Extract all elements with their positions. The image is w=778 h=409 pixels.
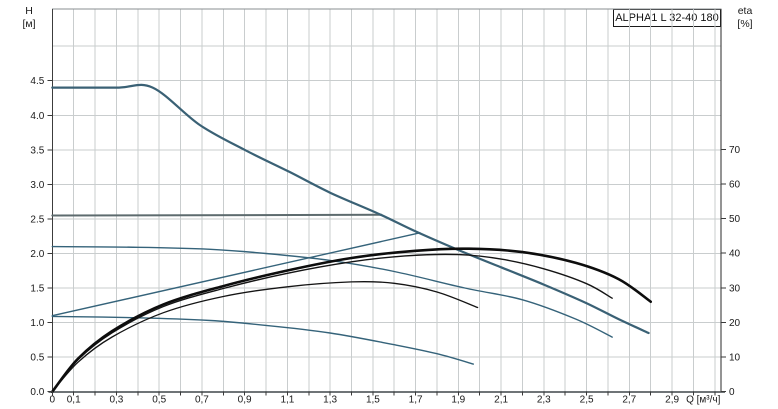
x-tick-label: 0,5: [152, 395, 166, 406]
chart-title: ALPHA1 L 32-40 180: [615, 12, 719, 24]
right-axis-title-unit: [%]: [737, 18, 753, 30]
eta-tick-label: 30: [729, 283, 741, 294]
eta-speed2-curve: [51, 253, 613, 393]
speed2-hq-curve: [51, 245, 613, 338]
h-tick-label: 2.0: [30, 249, 44, 260]
eta-max-curve: [51, 247, 652, 393]
h-tick-label: 1.0: [30, 318, 44, 329]
max-speed-hq-curve: [51, 83, 650, 335]
h-tick-label: 4.5: [30, 76, 44, 87]
x-tick-label: 1,1: [280, 395, 294, 406]
left-axis-title-symbol: H: [25, 5, 33, 17]
x-tick-label: 1,3: [323, 395, 337, 406]
x-tick-label: 0,1: [67, 395, 81, 406]
right-axis-title: eta [%]: [728, 5, 762, 31]
chart-title-box: ALPHA1 L 32-40 180: [613, 9, 721, 27]
x-tick-label: 2,7: [622, 395, 636, 406]
const-pressure-2.55-curve: [51, 213, 383, 217]
x-tick-label: 2,1: [494, 395, 508, 406]
h-tick-label: 1.5: [30, 284, 44, 295]
left-axis-title: H [м]: [12, 5, 46, 31]
h-tick-label: 0.5: [30, 353, 44, 364]
eta-tick-label: 40: [729, 249, 741, 260]
eta-tick-label: 0: [729, 387, 735, 398]
left-axis-title-unit: [м]: [22, 18, 36, 30]
eta-tick-label: 10: [729, 353, 741, 364]
h-tick-label: 3.0: [30, 180, 44, 191]
h-tick-label: 0.0: [30, 387, 44, 398]
h-tick-label: 2.5: [30, 214, 44, 225]
h-tick-label: 4.0: [30, 111, 44, 122]
eta-tick-label: 20: [729, 318, 741, 329]
x-tick-label: 2,9: [665, 395, 679, 406]
x-tick-label: 0,9: [238, 395, 252, 406]
x-tick-label: 1,5: [366, 395, 380, 406]
x-tick-label: 1,7: [409, 395, 423, 406]
eta-tick-label: 70: [729, 145, 741, 156]
right-axis-title-symbol: eta: [737, 5, 753, 17]
x-tick-label: 2,5: [580, 395, 594, 406]
x-tick-label: 0: [50, 395, 56, 406]
x-tick-label: 2,3: [537, 395, 551, 406]
eta-tick-label: 60: [729, 179, 741, 190]
h-tick-label: 3.5: [30, 145, 44, 156]
eta-speed1-curve: [51, 280, 479, 393]
prop-pressure-curve: [51, 232, 421, 317]
x-tick-label: 1,9: [451, 395, 465, 406]
x-tick-label: 0,3: [109, 395, 123, 406]
x-tick-label: 0,7: [195, 395, 209, 406]
eta-tick-label: 50: [729, 214, 741, 225]
x-axis-title: Q [м³/ч]: [686, 395, 721, 406]
